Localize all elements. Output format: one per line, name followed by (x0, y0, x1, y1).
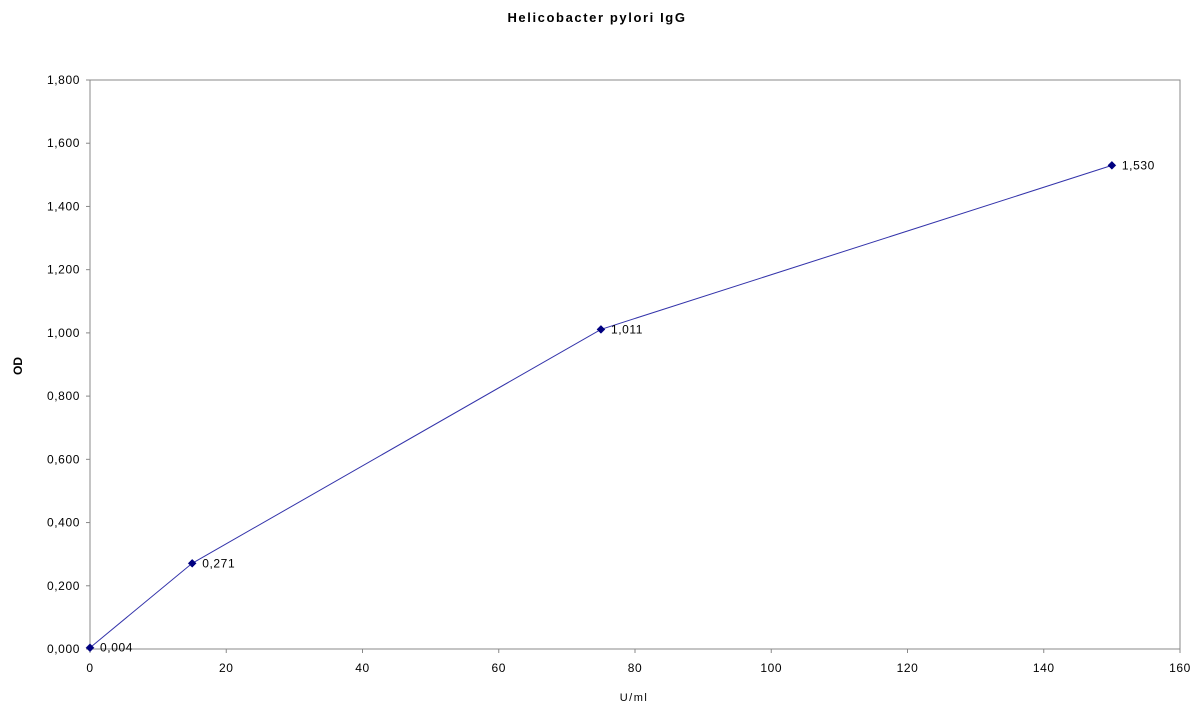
x-tick-label: 20 (219, 661, 234, 675)
y-tick-label: 1,200 (47, 263, 80, 277)
data-label: 0,271 (202, 556, 235, 570)
x-axis-title: U/ml (620, 692, 649, 704)
series-points (85, 160, 1117, 653)
x-tick-label: 100 (760, 661, 782, 675)
y-tick-label: 0,400 (47, 516, 80, 530)
x-tick-label: 40 (355, 661, 370, 675)
y-tick-label: 0,000 (47, 642, 80, 656)
data-label: 0,004 (100, 641, 133, 655)
series-lines (89, 164, 1113, 649)
chart-title: Helicobacter pylori IgG (507, 10, 686, 25)
data-label: 1,011 (611, 322, 643, 336)
x-tick-label: 120 (897, 661, 919, 675)
data-point (596, 325, 606, 334)
y-tick-label: 0,600 (47, 452, 80, 466)
y-tick-label: 1,800 (47, 73, 80, 87)
x-tick-label: 160 (1169, 661, 1191, 675)
data-point (187, 558, 197, 568)
y-tick-label: 1,400 (47, 199, 80, 213)
y-tick-label: 0,800 (47, 389, 80, 403)
data-point (1107, 160, 1117, 170)
x-tick-label: 140 (1033, 661, 1055, 675)
y-axis: 0,000 0,200 0,400 0,600 0,800 1,000 1,200 1,400… (47, 73, 90, 656)
y-axis-title: OD (11, 357, 25, 375)
x-axis: 0 20 40 60 80 100 120 140 160 (86, 649, 1191, 675)
y-tick-label: 1,600 (47, 136, 80, 150)
series-line (89, 164, 1113, 649)
data-label: 1,530 (1122, 158, 1155, 172)
data-point (85, 643, 95, 653)
x-tick-label: 0 (86, 661, 93, 675)
data-labels: 0,004 0,271 1,011 1,530 (100, 158, 1155, 655)
y-tick-label: 0,200 (47, 579, 80, 593)
plot-area (89, 79, 1181, 650)
x-tick-label: 80 (628, 661, 643, 675)
y-tick-label: 1,000 (47, 326, 80, 340)
x-tick-label: 60 (491, 661, 506, 675)
